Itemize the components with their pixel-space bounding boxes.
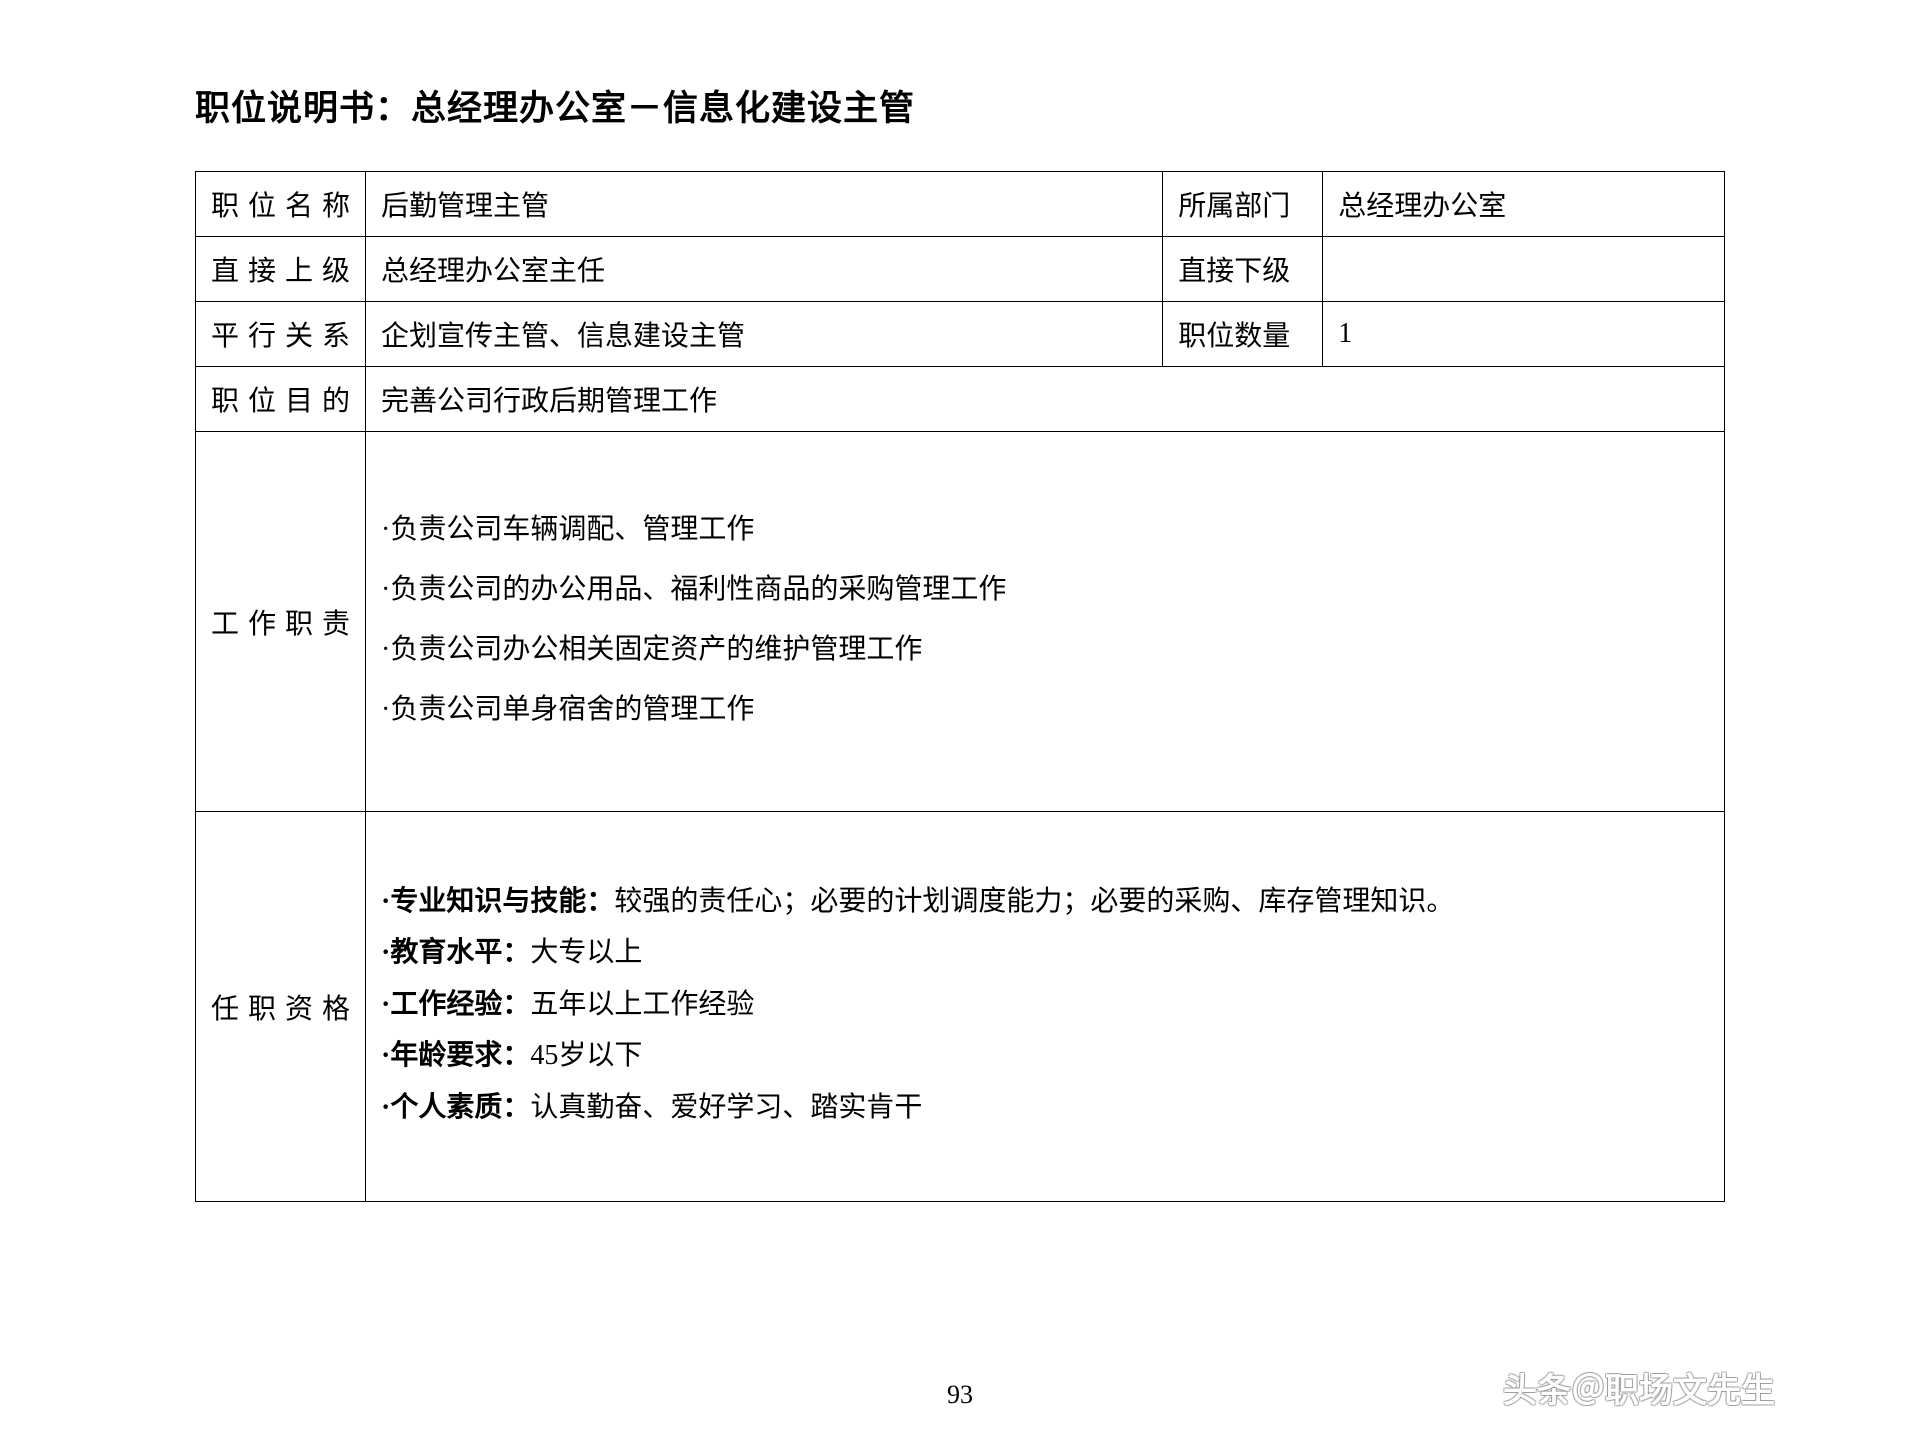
purpose-label: 职位目的	[196, 367, 366, 432]
position-name-label: 职位名称	[196, 172, 366, 237]
superior-label: 直接上级	[196, 237, 366, 302]
table-row: 任职资格 ·专业知识与技能：较强的责任心；必要的计划调度能力；必要的采购、库存管…	[196, 812, 1725, 1202]
responsibilities-value: ·负责公司车辆调配、管理工作·负责公司的办公用品、福利性商品的采购管理工作·负责…	[366, 432, 1725, 812]
table-row: 平行关系 企划宣传主管、信息建设主管 职位数量 1	[196, 302, 1725, 367]
qualification-item: ·教育水平：大专以上	[381, 929, 1709, 977]
parallel-value: 企划宣传主管、信息建设主管	[366, 302, 1163, 367]
responsibility-item: ·负责公司办公相关固定资产的维护管理工作	[381, 622, 1709, 678]
responsibility-item: ·负责公司车辆调配、管理工作	[381, 502, 1709, 558]
job-description-table: 职位名称 后勤管理主管 所属部门 总经理办公室 直接上级 总经理办公室主任 直接…	[195, 171, 1725, 1202]
table-row: 职位目的 完善公司行政后期管理工作	[196, 367, 1725, 432]
department-label: 所属部门	[1163, 172, 1323, 237]
responsibilities-label: 工作职责	[196, 432, 366, 812]
qualification-item: ·工作经验：五年以上工作经验	[381, 981, 1709, 1029]
qualifications-label: 任职资格	[196, 812, 366, 1202]
superior-value: 总经理办公室主任	[366, 237, 1163, 302]
document-title: 职位说明书：总经理办公室－信息化建设主管	[195, 80, 1725, 131]
qualification-item: ·个人素质：认真勤奋、爱好学习、踏实肯干	[381, 1084, 1709, 1132]
qualification-item: ·年龄要求：45岁以下	[381, 1032, 1709, 1080]
parallel-label: 平行关系	[196, 302, 366, 367]
quantity-value: 1	[1323, 302, 1725, 367]
table-row: 工作职责 ·负责公司车辆调配、管理工作·负责公司的办公用品、福利性商品的采购管理…	[196, 432, 1725, 812]
qualifications-value: ·专业知识与技能：较强的责任心；必要的计划调度能力；必要的采购、库存管理知识。·…	[366, 812, 1725, 1202]
department-value: 总经理办公室	[1323, 172, 1725, 237]
purpose-value: 完善公司行政后期管理工作	[366, 367, 1725, 432]
watermark-text: 头条＠职场文先生	[1503, 1363, 1775, 1412]
subordinate-value	[1323, 237, 1725, 302]
page-number: 93	[947, 1380, 973, 1410]
qualification-item: ·专业知识与技能：较强的责任心；必要的计划调度能力；必要的采购、库存管理知识。	[381, 878, 1709, 926]
table-row: 直接上级 总经理办公室主任 直接下级	[196, 237, 1725, 302]
subordinate-label: 直接下级	[1163, 237, 1323, 302]
position-name-value: 后勤管理主管	[366, 172, 1163, 237]
quantity-label: 职位数量	[1163, 302, 1323, 367]
responsibility-item: ·负责公司单身宿舍的管理工作	[381, 682, 1709, 738]
table-row: 职位名称 后勤管理主管 所属部门 总经理办公室	[196, 172, 1725, 237]
responsibility-item: ·负责公司的办公用品、福利性商品的采购管理工作	[381, 562, 1709, 618]
